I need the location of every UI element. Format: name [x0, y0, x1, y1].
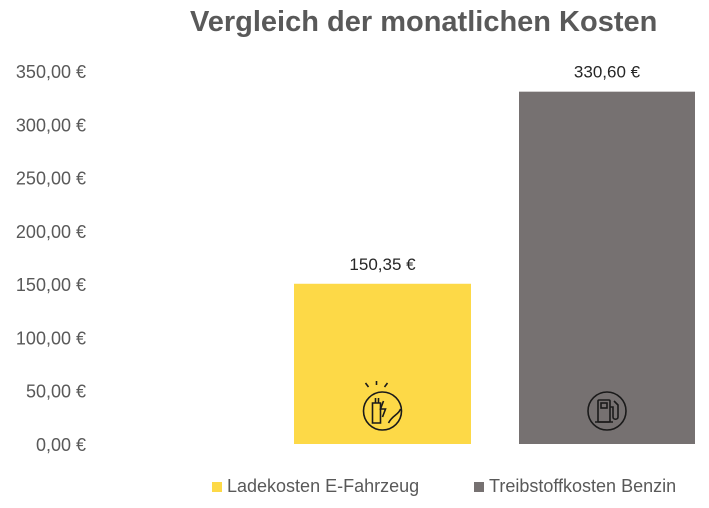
y-tick-label: 200,00 €: [16, 222, 86, 242]
plot-area: 0,00 € 50,00 € 100,00 € 150,00 € 200,00 € 250…: [16, 62, 695, 455]
legend-label-ev: Ladekosten E-Fahrzeug: [227, 476, 420, 496]
legend: Ladekosten E-Fahrzeug Treibstoffkosten B…: [0, 476, 709, 500]
fuel-pump-icon: [587, 391, 627, 431]
bar-icons: [362, 381, 627, 431]
legend-swatch-ev: [212, 481, 222, 492]
data-label: 150,35 €: [349, 255, 416, 274]
y-tick-label: 250,00 €: [16, 169, 86, 189]
y-tick-label: 100,00 €: [16, 328, 86, 348]
data-label: 330,60 €: [574, 63, 641, 82]
y-axis: 0,00 € 50,00 € 100,00 € 150,00 € 200,00 € 250…: [16, 62, 86, 455]
bar-1: [519, 91, 695, 444]
data-labels: 150,35 € 330,60 €: [349, 63, 640, 274]
y-tick-label: 350,00 €: [16, 62, 86, 82]
y-tick-label: 150,00 €: [16, 275, 86, 295]
y-tick-label: 50,00 €: [26, 382, 86, 402]
y-tick-label: 300,00 €: [16, 115, 86, 135]
legend-swatch-petrol: [474, 481, 484, 492]
y-tick-label: 0,00 €: [36, 435, 86, 455]
chart-title: Vergleich der monatlichen Kosten: [190, 6, 658, 38]
legend-item-ev: Ladekosten E-Fahrzeug: [212, 476, 419, 497]
bar-0: [294, 283, 471, 444]
legend-label-petrol: Treibstoffkosten Benzin: [489, 476, 677, 496]
ev-charging-icon: [362, 381, 403, 431]
bars: [294, 91, 695, 444]
legend-item-petrol: Treibstoffkosten Benzin: [474, 476, 676, 497]
